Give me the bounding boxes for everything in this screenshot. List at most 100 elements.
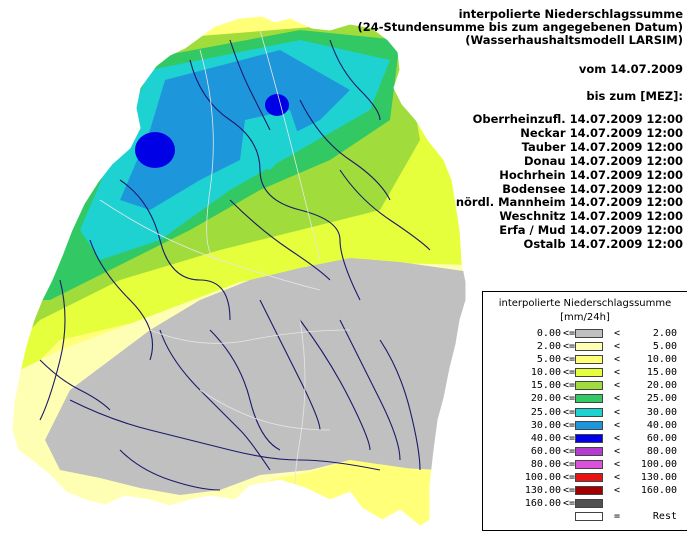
legend-high-value: 130.00 [640,472,677,484]
basin-name: Neckar [520,125,566,140]
basin-datetime: 14.07.2009 12:00 [569,153,683,168]
legend-row: 40.00 <= <60.00 [483,433,687,446]
basin-datetime: 14.07.2009 12:00 [569,237,683,252]
basin-name: Erfa / Mud [499,223,566,238]
basin-name: nördl. Mannheim [455,195,566,210]
legend-high-value: 100.00 [640,458,677,470]
legend-color-swatch [575,499,603,509]
legend-color-swatch [575,512,603,522]
basin-datetime: 14.07.2009 12:00 [569,112,683,126]
legend-row: 0.00 <= <2.00 [483,328,687,341]
legend-operator-lt: < [614,432,621,444]
legend-row: 60.00 <= <80.00 [483,446,687,459]
legend-operator-lt: < [614,341,621,353]
legend-color-swatch [575,368,603,378]
legend-operator-lt: < [614,367,621,379]
legend-row: 80.00 <= <100.00 [483,459,687,472]
basin-list: Oberrheinzufl. 14.07.2009 12:00 Neckar 1… [455,112,683,252]
basin-row: Bodensee 14.07.2009 12:00 [456,181,683,197]
basin-datetime: 14.07.2009 12:00 [569,223,683,238]
legend-operator-le: <= [563,432,576,444]
legend-operator-lt: < [614,380,621,392]
legend-operator-lt: < [614,458,621,470]
legend-operator-le: <= [563,472,576,484]
legend-high-value: 40.00 [646,419,677,431]
legend-low-value: 15.00 [530,380,561,392]
legend-operator-le: <= [563,341,576,353]
legend-row: 160.00 <= [483,498,687,511]
legend-operator-le: <= [563,328,576,339]
legend-color-swatch [575,381,603,391]
legend-color-swatch [575,446,603,456]
basin-row: Ostalb 14.07.2009 12:00 [456,237,683,252]
legend-color-swatch [575,473,603,483]
legend-low-value: 30.00 [530,419,561,431]
date-line: vom 14.07.2009 [578,62,683,76]
legend-low-value: 2.00 [536,341,561,353]
legend-color-swatch [575,420,603,430]
legend-high-value: 25.00 [646,393,677,405]
legend-operator-le: <= [563,445,576,457]
basin-row: Weschnitz 14.07.2009 12:00 [456,209,683,224]
legend-row: 2.00 <= <5.00 [483,341,687,354]
basin-row: nördl. Mannheim 14.07.2009 12:00 [455,195,683,210]
legend: interpolierte Niederschlagssumme [mm/24h… [482,291,687,531]
legend-operator-le: <= [563,367,576,379]
basin-row: Neckar 14.07.2009 12:00 [456,125,683,141]
legend-color-swatch [575,355,603,365]
legend-color-swatch [575,329,603,338]
precipitation-fill [12,16,466,526]
legend-operator-lt: < [614,485,621,497]
legend-unit: [mm/24h] [560,312,610,323]
legend-color-swatch [575,486,603,496]
legend-operator-lt: = [614,511,621,523]
basin-datetime: 14.07.2009 12:00 [569,125,683,140]
legend-row: 15.00 <= <20.00 [483,380,687,393]
legend-operator-le: <= [563,354,576,366]
legend-title: interpolierte Niederschlagssumme [498,298,672,309]
legend-rows: 0.00 <= <2.00 2.00 <= <5.00 5.00 <= <10.00 10.00 <… [483,328,687,524]
basin-name: Bodensee [502,181,566,196]
legend-low-value: 60.00 [530,445,561,457]
basin-name: Ostalb [523,237,566,252]
map-title: interpolierte Niederschlagssumme (24-Stu… [357,8,683,47]
legend-row: 130.00 <= <160.00 [483,485,687,498]
legend-low-value: 10.00 [530,367,561,379]
legend-low-value: 0.00 [536,328,561,339]
legend-operator-le: <= [563,485,576,497]
legend-operator-le: <= [563,419,576,431]
legend-operator-le: <= [563,380,576,392]
legend-low-value: 25.00 [530,406,561,418]
basin-name: Tauber [521,139,566,154]
legend-row: 100.00 <= <130.00 [483,472,687,485]
title-line: (24-Stundensumme bis zum angegebenen Dat… [357,20,683,34]
legend-operator-lt: < [614,406,621,418]
basin-name: Oberrheinzufl. [472,112,566,126]
legend-operator-lt: < [614,472,621,484]
legend-low-value: 40.00 [530,432,561,444]
legend-operator-lt: < [614,445,621,457]
basin-row: Hochrhein 14.07.2009 12:00 [456,167,683,183]
legend-low-value: 160.00 [524,498,561,510]
legend-high-value: 15.00 [646,367,677,379]
basin-datetime: 14.07.2009 12:00 [569,195,683,210]
legend-operator-le: <= [563,393,576,405]
title-line: interpolierte Niederschlagssumme [458,7,683,21]
legend-low-value: 80.00 [530,458,561,470]
legend-operator-lt: < [614,419,621,431]
basin-datetime: 14.07.2009 12:00 [569,181,683,196]
legend-high-value: 160.00 [640,485,677,497]
legend-color-swatch [575,342,603,352]
legend-row: 25.00 <= <30.00 [483,407,687,420]
legend-color-swatch [575,459,603,469]
legend-high-value: 5.00 [652,341,677,353]
legend-operator-lt: < [614,393,621,405]
legend-operator-lt: < [614,354,621,366]
legend-color-swatch [575,394,603,404]
until-line: bis zum [MEZ]: [586,89,683,103]
basin-name: Hochrhein [499,167,566,182]
legend-operator-le: <= [563,458,576,470]
legend-low-value: 130.00 [524,485,561,497]
title-line: (Wasserhaushaltsmodell LARSIM) [465,33,683,47]
basin-datetime: 14.07.2009 12:00 [569,209,683,224]
